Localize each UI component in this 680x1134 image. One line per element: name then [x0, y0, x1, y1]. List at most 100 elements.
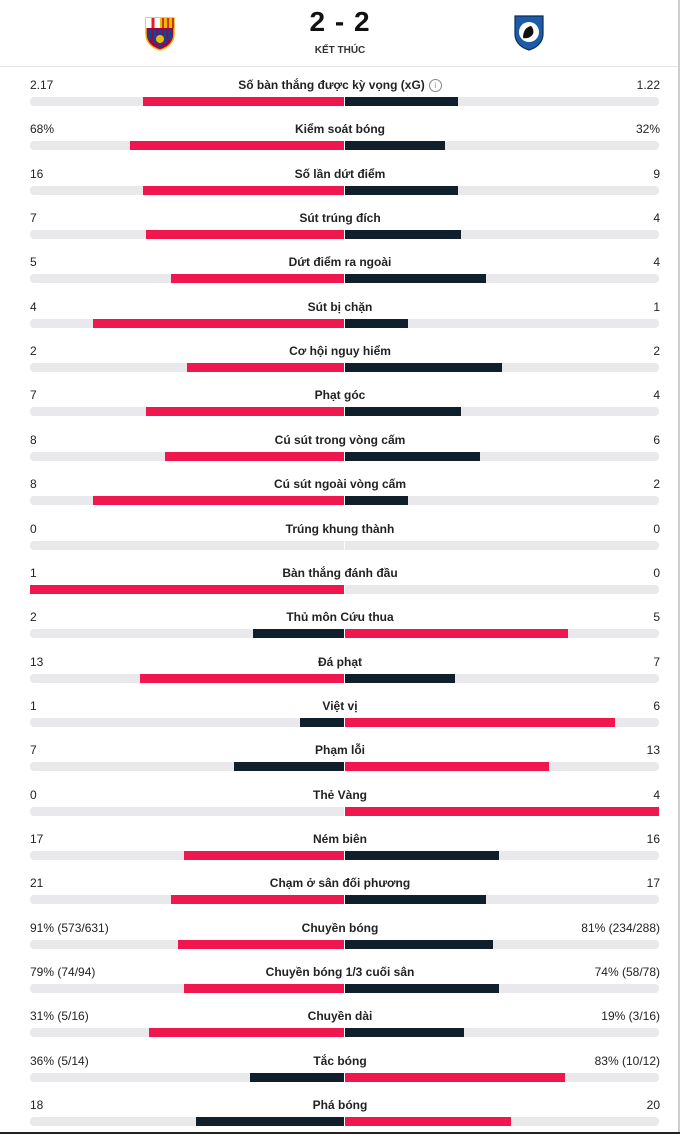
stat-label-text: Chuyền dài — [307, 1009, 373, 1024]
home-bar-fill — [250, 1072, 344, 1082]
stat-row: 0 Trúng khung thành 0 — [0, 514, 680, 558]
away-value: 19% (3/16) — [601, 1009, 660, 1024]
stat-label-text: Trúng khung thành — [285, 521, 395, 536]
away-value: 6 — [653, 432, 660, 447]
stat-row: 68% Kiểm soát bóng 32% — [0, 114, 680, 158]
home-value: 0 — [30, 787, 37, 802]
away-value: 9 — [653, 166, 660, 181]
away-bar-track — [345, 717, 659, 727]
away-value: 74% (58/78) — [594, 965, 660, 979]
away-bar-track — [345, 97, 659, 106]
away-bar-fill — [345, 850, 499, 860]
frame-bottom-edge — [0, 1132, 680, 1134]
away-value: 4 — [653, 255, 660, 270]
home-bar-track — [30, 230, 344, 240]
home-value: 17 — [30, 831, 44, 846]
away-bar-track — [345, 230, 659, 240]
stat-row: 7 Phạm lỗi 13 — [0, 735, 680, 779]
home-bar-track — [30, 806, 344, 816]
away-bar-track — [345, 1117, 659, 1127]
away-bar-track — [345, 274, 659, 284]
atalanta-crest-icon[interactable] — [509, 12, 549, 52]
stat-label: Sút trúng đích — [170, 211, 510, 225]
stat-row: 7 Phạt góc 4 — [0, 380, 680, 424]
away-bar-fill — [345, 230, 461, 240]
home-bar-track — [30, 185, 344, 195]
away-bar-track — [345, 895, 659, 905]
stat-label: Số lần dứt điểm — [170, 167, 510, 181]
stat-label: Bàn thắng đánh đầu — [170, 566, 510, 580]
home-value: 68% — [30, 122, 55, 137]
away-bar-fill — [345, 97, 458, 106]
away-value: 5 — [653, 610, 660, 625]
stat-row: 0 Thẻ Vàng 4 — [0, 780, 680, 824]
home-value: 91% (573/631) — [30, 920, 109, 935]
away-bar-track — [345, 185, 659, 195]
stat-label: Sút bị chặn — [170, 300, 510, 314]
home-bar-fill — [146, 407, 344, 417]
away-bar-fill — [345, 939, 493, 949]
match-score: 2 - 2 — [309, 6, 371, 37]
stat-label-text: Thẻ Vàng — [312, 787, 367, 802]
away-bar-fill — [345, 318, 408, 328]
home-bar-track — [30, 1028, 344, 1038]
stat-label-text: Cơ hội nguy hiểm — [289, 344, 391, 359]
home-bar-track — [30, 939, 344, 949]
home-value: 7 — [30, 211, 37, 226]
stat-label: Chuyền bóng 1/3 cuối sân — [170, 965, 510, 979]
stat-label-text: Số lần dứt điểm — [294, 166, 386, 181]
stat-label: Ném biên — [170, 832, 510, 846]
home-bar-fill — [143, 97, 344, 106]
away-value: 13 — [646, 743, 660, 758]
home-value: 31% (5/16) — [30, 1009, 89, 1024]
away-bar-fill — [345, 762, 549, 772]
home-bar-track — [30, 540, 344, 550]
stat-row: 91% (573/631) Chuyền bóng 81% (234/288) — [0, 913, 680, 957]
away-value: 4 — [653, 211, 660, 226]
home-bar-track — [30, 1117, 344, 1127]
home-bar-fill — [178, 939, 344, 949]
barcelona-crest-icon[interactable] — [140, 12, 180, 52]
away-bar-track — [345, 939, 659, 949]
away-value: 2 — [653, 344, 660, 359]
home-value: 1 — [30, 565, 37, 580]
stat-label-text: Sút bị chặn — [307, 299, 373, 314]
stat-label-text: Ném biên — [312, 831, 367, 846]
away-value: 0 — [653, 565, 660, 580]
home-bar-fill — [171, 895, 344, 905]
stat-label-text: Số bàn thắng được kỳ vọng (xG) — [238, 78, 425, 92]
stat-label-text: Phá bóng — [312, 1098, 368, 1113]
home-bar-track — [30, 451, 344, 461]
stat-row: 79% (74/94) Chuyền bóng 1/3 cuối sân 74% (… — [0, 957, 680, 1001]
away-value: 4 — [653, 787, 660, 802]
home-bar-fill — [187, 363, 344, 373]
away-bar-track — [345, 806, 659, 816]
away-bar-track — [345, 984, 659, 993]
home-bar-fill — [143, 185, 344, 195]
away-bar-fill — [345, 806, 659, 816]
home-bar-fill — [93, 318, 344, 328]
away-value: 32% — [635, 122, 660, 137]
away-bar-track — [345, 762, 659, 772]
away-bar-track — [345, 318, 659, 328]
stat-row: 21 Chạm ở sân đối phương 17 — [0, 868, 680, 912]
stat-row: 2 Thủ môn Cứu thua 5 — [0, 602, 680, 646]
away-bar-fill — [345, 1072, 565, 1082]
stat-row: 8 Cú sút trong vòng cấm 6 — [0, 425, 680, 469]
stat-label-text: Việt vị — [322, 698, 358, 713]
away-bar-track — [345, 141, 659, 151]
stat-label: Cú sút trong vòng cấm — [170, 433, 510, 447]
home-value: 8 — [30, 432, 37, 447]
stat-row: 2 Cơ hội nguy hiểm 2 — [0, 336, 680, 380]
away-bar-track — [345, 1028, 659, 1038]
info-icon[interactable]: i — [428, 79, 442, 92]
home-bar-fill — [140, 673, 344, 683]
stat-label-text: Sút trúng đích — [299, 211, 381, 226]
home-bar-track — [30, 984, 344, 993]
home-bar-track — [30, 584, 344, 594]
stat-row: 16 Số lần dứt điểm 9 — [0, 159, 680, 203]
home-value: 13 — [30, 654, 44, 669]
away-value: 16 — [646, 831, 660, 846]
stat-label: Cú sút ngoài vòng cấm — [170, 477, 510, 491]
stat-label: Kiểm soát bóng — [170, 122, 510, 136]
